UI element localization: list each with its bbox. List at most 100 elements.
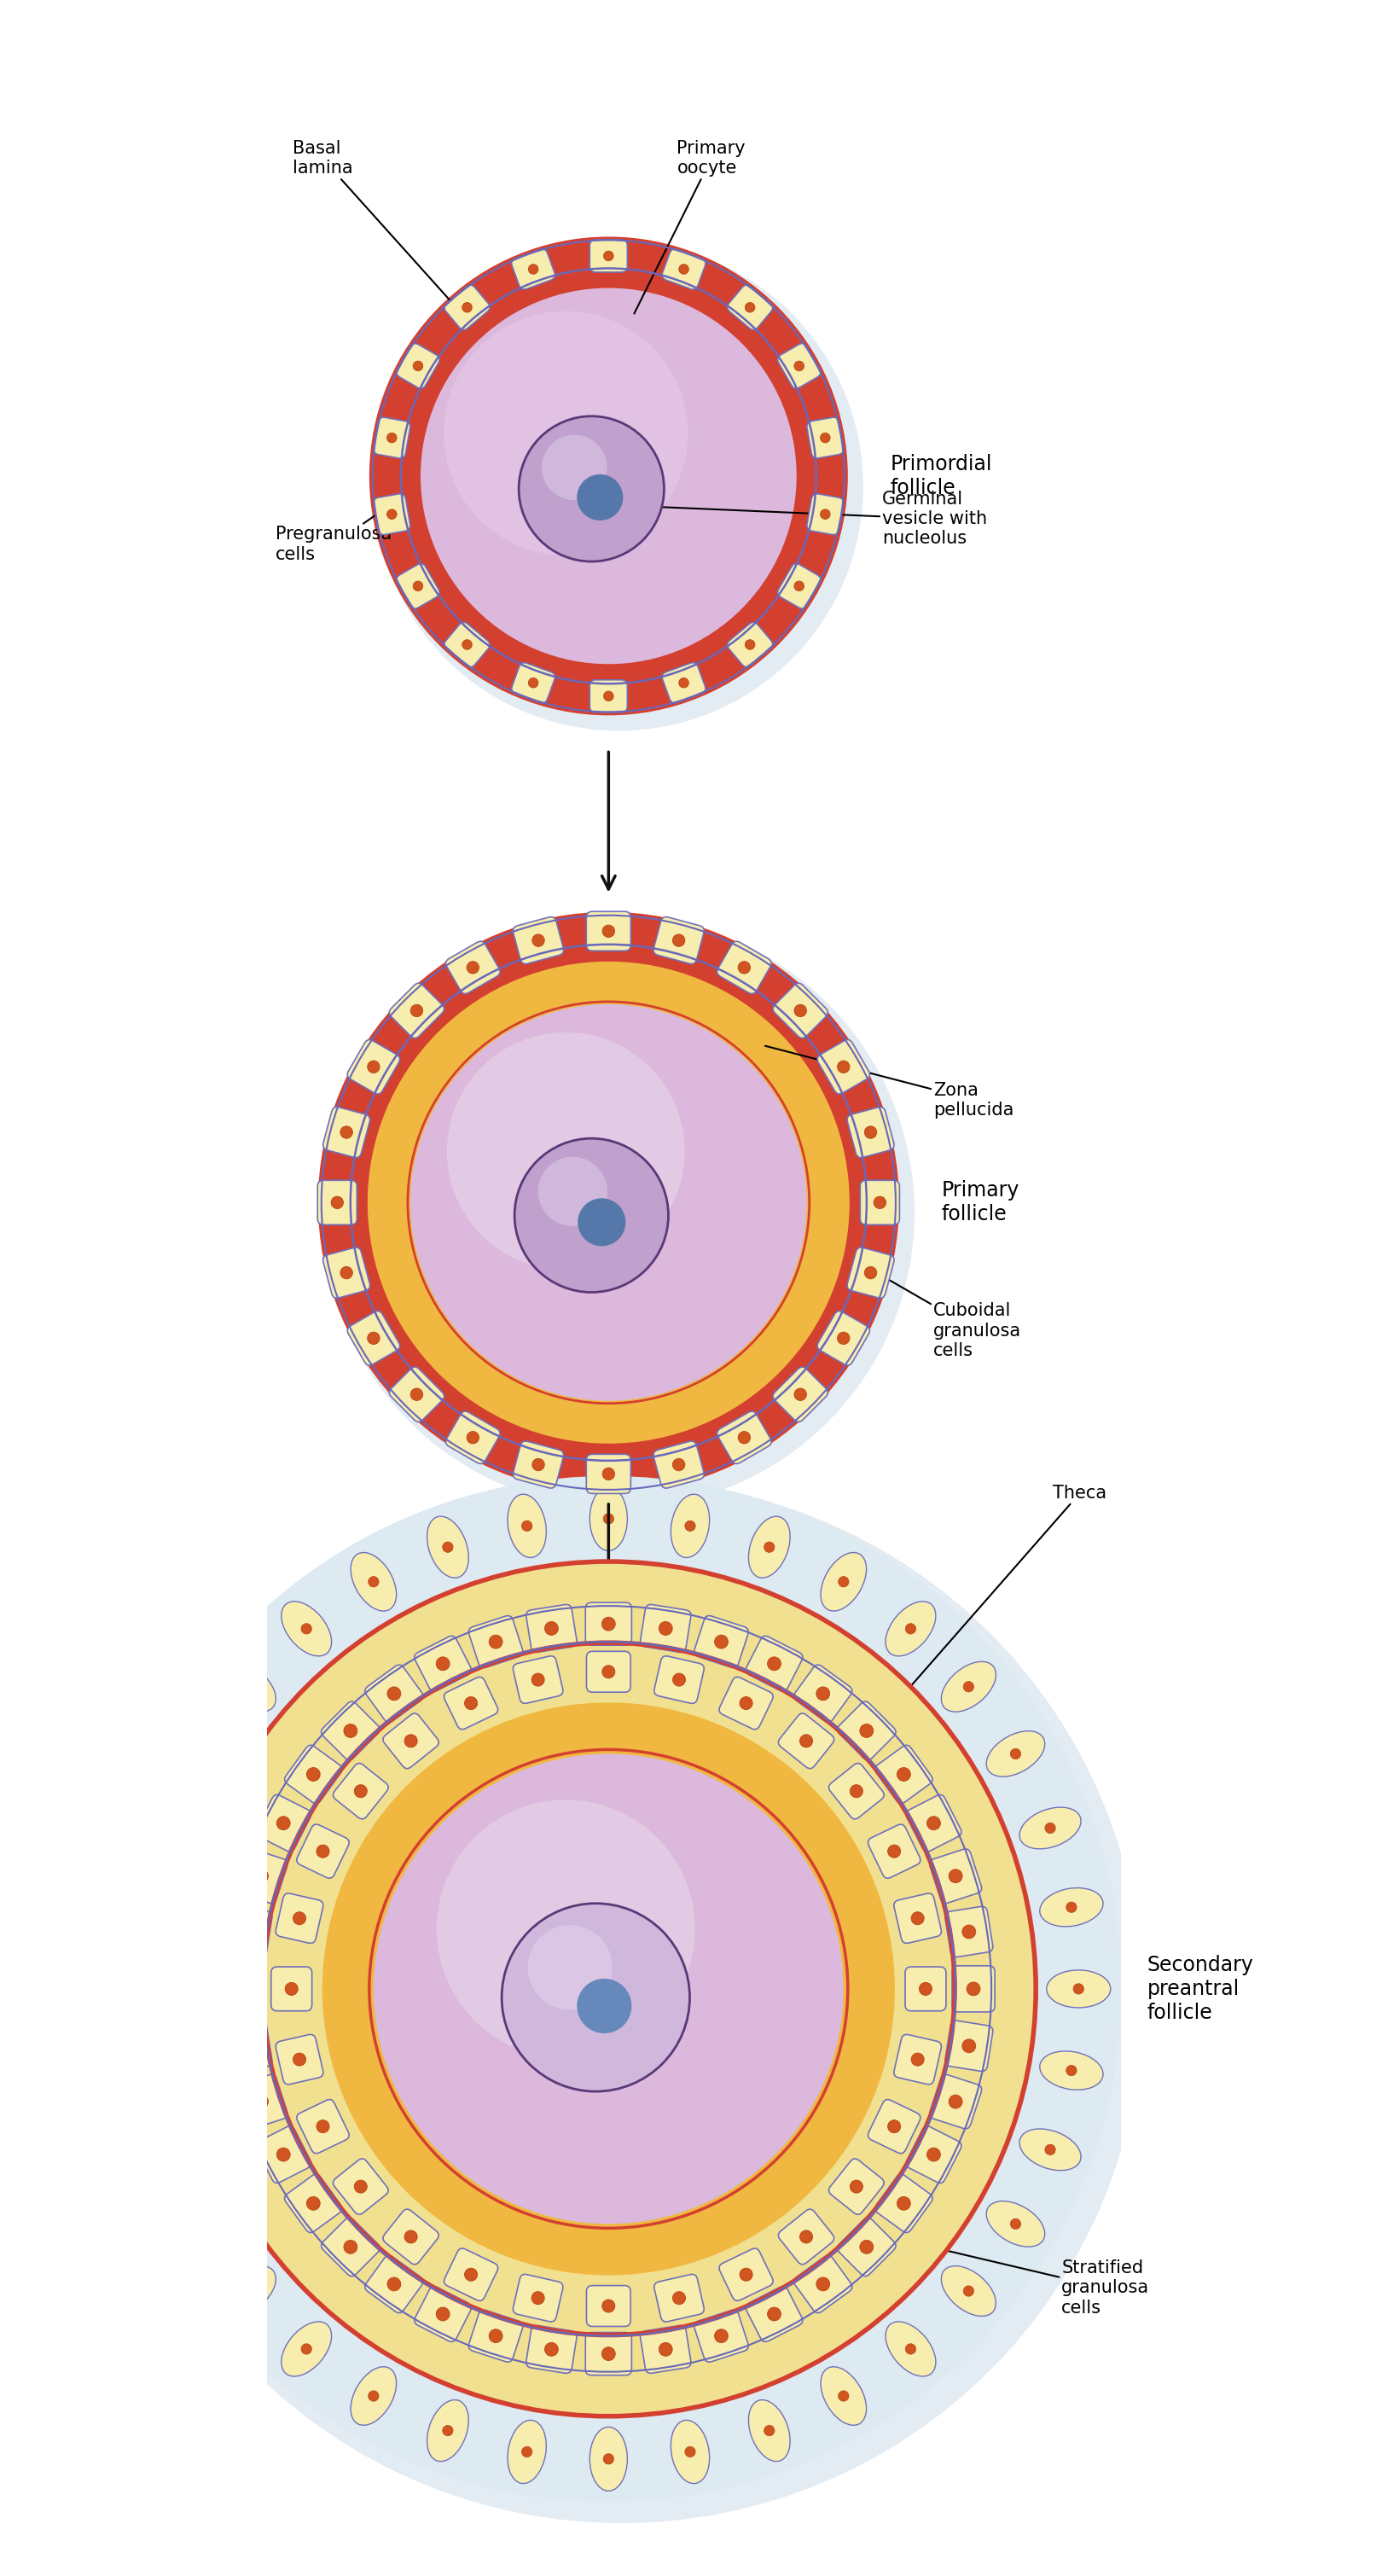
FancyBboxPatch shape — [837, 2218, 895, 2277]
Circle shape — [354, 1785, 366, 1798]
Circle shape — [577, 1198, 626, 1247]
Circle shape — [387, 2277, 401, 2290]
FancyBboxPatch shape — [894, 2035, 941, 2084]
Ellipse shape — [107, 1971, 171, 2007]
Circle shape — [368, 1332, 380, 1345]
Circle shape — [1073, 1984, 1084, 1994]
FancyBboxPatch shape — [718, 940, 772, 994]
Circle shape — [466, 961, 479, 974]
Circle shape — [541, 435, 607, 500]
Text: Stratified
granulosa
cells: Stratified granulosa cells — [788, 2213, 1149, 2316]
Circle shape — [368, 2391, 379, 2401]
Circle shape — [966, 1981, 980, 1996]
Circle shape — [673, 1674, 686, 1687]
Circle shape — [539, 1157, 608, 1226]
Circle shape — [522, 1520, 532, 1530]
FancyBboxPatch shape — [719, 1677, 773, 1728]
Circle shape — [276, 1816, 290, 1829]
FancyBboxPatch shape — [389, 1368, 444, 1422]
Circle shape — [544, 2342, 558, 2357]
FancyBboxPatch shape — [868, 1824, 920, 1878]
Circle shape — [679, 677, 688, 688]
Circle shape — [293, 2053, 305, 2066]
FancyBboxPatch shape — [905, 1968, 947, 2012]
Circle shape — [404, 1734, 418, 1747]
FancyBboxPatch shape — [236, 2074, 287, 2128]
FancyBboxPatch shape — [236, 1850, 287, 1904]
Circle shape — [816, 1687, 830, 1700]
FancyBboxPatch shape — [526, 1605, 577, 1651]
FancyBboxPatch shape — [415, 2287, 472, 2342]
Circle shape — [443, 1543, 452, 1553]
FancyBboxPatch shape — [469, 2311, 523, 2362]
Circle shape — [911, 1911, 924, 1924]
Circle shape — [293, 1911, 305, 1924]
FancyBboxPatch shape — [906, 1795, 962, 1852]
Text: Zona
pellucida: Zona pellucida — [765, 1046, 1013, 1118]
FancyBboxPatch shape — [586, 1455, 630, 1494]
Circle shape — [411, 1005, 423, 1018]
Ellipse shape — [221, 2267, 276, 2316]
Ellipse shape — [282, 1602, 332, 1656]
FancyBboxPatch shape — [945, 2020, 992, 2071]
FancyBboxPatch shape — [806, 495, 844, 536]
Circle shape — [740, 1698, 752, 1710]
Circle shape — [897, 2197, 911, 2210]
FancyBboxPatch shape — [321, 2218, 380, 2277]
Ellipse shape — [820, 2367, 866, 2424]
Circle shape — [659, 2342, 672, 2357]
Circle shape — [604, 690, 613, 701]
Circle shape — [276, 2148, 290, 2161]
FancyBboxPatch shape — [779, 1713, 834, 1770]
FancyBboxPatch shape — [694, 1615, 748, 1667]
Circle shape — [738, 1432, 751, 1443]
FancyBboxPatch shape — [930, 1850, 981, 1904]
Circle shape — [1010, 2218, 1020, 2228]
Circle shape — [738, 961, 751, 974]
Circle shape — [604, 2455, 613, 2465]
Circle shape — [161, 1824, 172, 1834]
FancyBboxPatch shape — [446, 940, 500, 994]
Ellipse shape — [941, 2267, 997, 2316]
FancyBboxPatch shape — [514, 1440, 564, 1489]
Circle shape — [1066, 1901, 1077, 1911]
Circle shape — [1010, 1749, 1020, 1759]
Circle shape — [301, 2344, 312, 2354]
Circle shape — [602, 2300, 615, 2313]
FancyBboxPatch shape — [512, 662, 555, 703]
Ellipse shape — [351, 2367, 397, 2424]
Ellipse shape — [886, 1602, 936, 1656]
FancyBboxPatch shape — [347, 1041, 400, 1095]
Circle shape — [436, 2308, 450, 2321]
FancyBboxPatch shape — [837, 1703, 895, 1759]
Circle shape — [501, 1904, 690, 2092]
Circle shape — [255, 1870, 268, 1883]
Text: Primordial
follicle: Primordial follicle — [891, 453, 992, 497]
Circle shape — [140, 1901, 151, 1911]
Circle shape — [100, 1481, 1142, 2522]
Circle shape — [532, 2293, 544, 2306]
Circle shape — [897, 1767, 911, 1780]
FancyBboxPatch shape — [777, 564, 820, 608]
Circle shape — [837, 1332, 849, 1345]
FancyBboxPatch shape — [777, 343, 820, 389]
Ellipse shape — [1040, 1888, 1103, 1927]
Circle shape — [865, 1126, 877, 1139]
Circle shape — [1045, 2143, 1055, 2156]
Circle shape — [673, 1458, 684, 1471]
FancyBboxPatch shape — [874, 1744, 933, 1803]
FancyBboxPatch shape — [806, 417, 844, 459]
Text: Theca: Theca — [908, 1484, 1106, 1690]
FancyBboxPatch shape — [225, 2020, 272, 2071]
FancyBboxPatch shape — [847, 1108, 894, 1157]
Ellipse shape — [987, 2200, 1045, 2246]
Circle shape — [715, 1636, 729, 1649]
Circle shape — [323, 917, 915, 1510]
FancyBboxPatch shape — [444, 286, 490, 330]
FancyBboxPatch shape — [276, 1893, 323, 1942]
Circle shape — [436, 1656, 450, 1669]
FancyBboxPatch shape — [297, 2099, 350, 2154]
Circle shape — [340, 1126, 353, 1139]
Circle shape — [794, 361, 804, 371]
FancyBboxPatch shape — [773, 984, 827, 1038]
